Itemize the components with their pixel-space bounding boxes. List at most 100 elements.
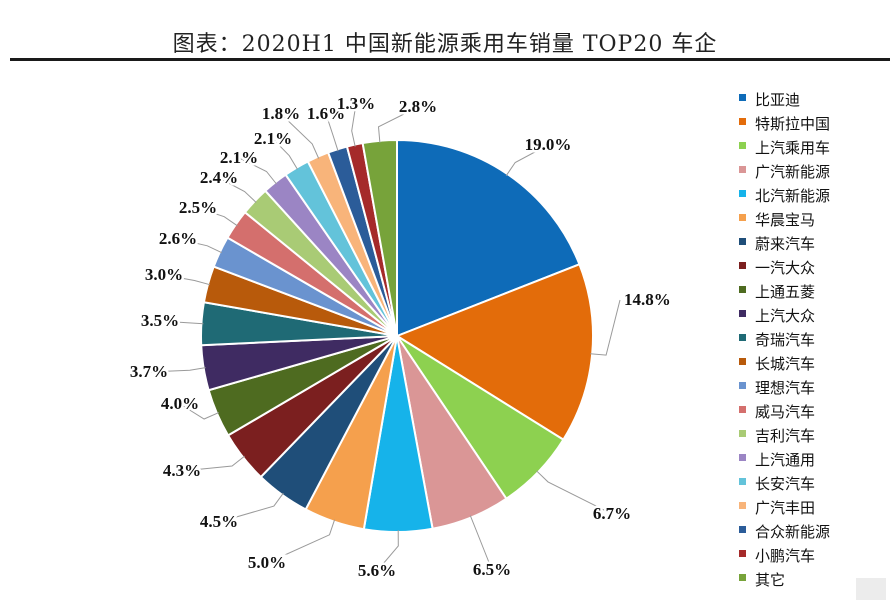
leader-line — [181, 455, 245, 472]
legend-label: 上通五菱 — [755, 283, 815, 301]
data-label-halo: 19.0% — [525, 135, 572, 154]
leader-line — [325, 113, 339, 152]
legend-swatch — [739, 286, 746, 293]
leader-line — [376, 529, 399, 572]
leader-line — [179, 403, 219, 420]
data-label: 3.5% — [141, 311, 179, 330]
data-label: 4.3% — [163, 461, 201, 480]
data-label-halo: 5.6% — [358, 561, 396, 580]
data-label: 4.0% — [161, 394, 199, 413]
legend-swatch — [739, 334, 746, 341]
legend-swatch — [739, 190, 746, 197]
data-label-halo: 5.0% — [248, 553, 286, 572]
legend-label: 上汽乘用车 — [755, 139, 830, 157]
data-label-halo: 3.5% — [141, 311, 179, 330]
legend-label: 特斯拉中国 — [755, 115, 830, 133]
data-label: 3.0% — [145, 265, 183, 284]
leader-line — [377, 106, 419, 143]
leader-line — [148, 367, 206, 373]
data-label-halo: 3.0% — [145, 265, 183, 284]
legend-label: 北汽新能源 — [755, 187, 830, 205]
legend-label: 合众新能源 — [755, 523, 830, 541]
leader-lines — [148, 103, 621, 572]
legend-swatch — [739, 358, 746, 365]
data-label-halo: 2.6% — [159, 229, 197, 248]
data-label: 2.1% — [254, 129, 292, 148]
data-label-halo: 4.5% — [200, 512, 238, 531]
data-label-halo: 2.8% — [399, 97, 437, 116]
legend-label: 其它 — [755, 571, 785, 589]
data-label-halo: 2.1% — [254, 129, 292, 148]
data-label: 2.8% — [399, 97, 437, 116]
legend-swatch — [739, 166, 746, 173]
data-label: 2.5% — [179, 198, 217, 217]
legend-swatch — [739, 118, 746, 125]
legend-label: 一汽大众 — [755, 259, 815, 277]
leader-line — [505, 144, 549, 176]
leader-line — [266, 519, 336, 564]
legend-swatch — [739, 430, 746, 437]
legend-label: 广汽新能源 — [755, 163, 830, 181]
chart-title: 图表：2020H1 中国新能源乘用车销量 TOP20 车企 — [172, 32, 718, 57]
legend-label: 华晨宝马 — [755, 211, 815, 229]
leader-line — [590, 299, 621, 356]
data-label: 2.1% — [220, 148, 258, 167]
legend-label: 比亚迪 — [755, 91, 800, 109]
leader-line — [163, 274, 211, 286]
title-divider — [10, 58, 890, 61]
data-label: 6.7% — [593, 504, 631, 523]
leader-line — [159, 320, 204, 325]
legend-swatch — [739, 526, 746, 533]
data-label-halo: 6.5% — [473, 560, 511, 579]
legend-swatch — [739, 262, 746, 269]
data-label-halo: 4.3% — [163, 461, 201, 480]
leader-line — [177, 238, 223, 254]
data-label-halo: 1.6% — [307, 104, 345, 123]
data-label: 1.6% — [307, 104, 345, 123]
data-labels: 19.0%19.0%14.8%14.8%6.7%6.7%6.5%6.5%5.6%… — [127, 92, 673, 583]
data-label-halo: 1.8% — [262, 104, 300, 123]
legend-swatch — [739, 574, 746, 581]
data-label: 5.0% — [248, 553, 286, 572]
leader-line — [536, 470, 613, 515]
data-label-halo: 14.8% — [624, 290, 671, 309]
data-label: 14.8% — [624, 290, 671, 309]
data-label-halo: 2.4% — [200, 168, 238, 187]
legend-swatch — [739, 238, 746, 245]
data-label-halo: 3.7% — [130, 362, 168, 381]
leader-line — [218, 492, 284, 523]
data-label: 4.5% — [200, 512, 238, 531]
data-label-halo: 2.5% — [179, 198, 217, 217]
legend-swatch — [739, 310, 746, 317]
legend-swatch — [739, 214, 746, 221]
legend-label: 长安汽车 — [755, 475, 815, 493]
leader-line — [351, 103, 357, 147]
legend-swatch — [739, 382, 746, 389]
leader-line — [197, 207, 238, 227]
pie-slices — [200, 138, 594, 533]
legend-label: 上汽通用 — [755, 451, 815, 469]
leader-line — [238, 157, 277, 185]
legend-swatch — [739, 478, 746, 485]
data-label: 2.4% — [200, 168, 238, 187]
legend-swatch — [739, 502, 746, 509]
legend-label: 威马汽车 — [755, 403, 815, 421]
legend-label: 理想汽车 — [755, 379, 815, 397]
data-label-halo: 1.3% — [337, 94, 375, 113]
data-label: 5.6% — [358, 561, 396, 580]
legend-label: 长城汽车 — [755, 355, 815, 373]
legend-label: 蔚来汽车 — [755, 235, 815, 253]
watermark-icon — [856, 578, 886, 600]
legend-swatch — [739, 94, 746, 101]
data-label-halo: 4.0% — [161, 394, 199, 413]
legend-label: 吉利汽车 — [755, 427, 815, 445]
data-label: 6.5% — [473, 560, 511, 579]
leader-line — [272, 138, 298, 170]
leader-line — [280, 113, 320, 159]
data-label-halo: 6.7% — [593, 504, 631, 523]
legend-label: 奇瑞汽车 — [755, 331, 815, 349]
data-label-halo: 2.1% — [220, 148, 258, 167]
legend-label: 广汽丰田 — [755, 499, 815, 517]
legend-label: 上汽大众 — [755, 307, 815, 325]
leader-line — [469, 515, 493, 571]
